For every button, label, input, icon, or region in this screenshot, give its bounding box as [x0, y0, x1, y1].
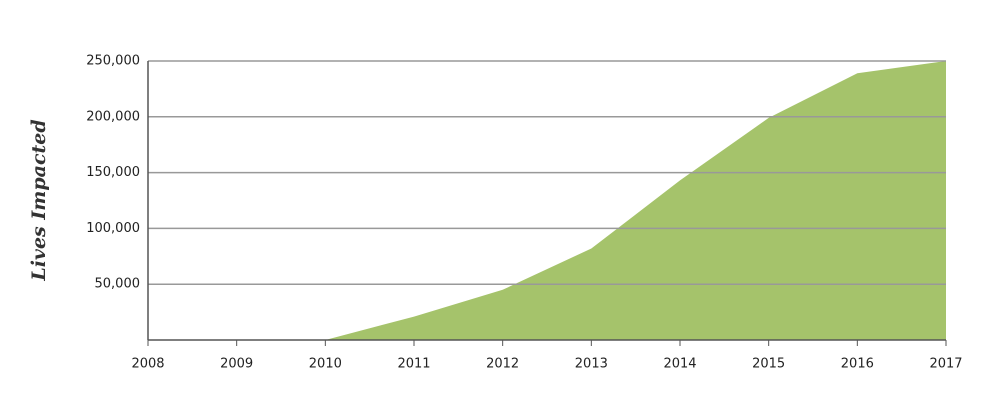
x-tick-label: 2008	[131, 357, 164, 372]
x-tick-label: 2014	[663, 357, 696, 372]
x-tick-label: 2015	[752, 357, 785, 372]
x-tick-label: 2013	[575, 357, 608, 372]
y-tick-label: 50,000	[95, 277, 141, 292]
x-tick-label: 2016	[841, 357, 874, 372]
y-axis-label: Lives Impacted	[28, 119, 50, 281]
y-tick-label: 250,000	[86, 54, 140, 69]
area	[325, 61, 946, 340]
x-tick-label: 2012	[486, 357, 519, 372]
x-tick-label: 2009	[220, 357, 253, 372]
x-tick-label: 2011	[397, 357, 430, 372]
y-tick-label: 100,000	[86, 221, 140, 236]
y-tick-label: 150,000	[86, 165, 140, 180]
y-tick-label: 200,000	[86, 109, 140, 124]
x-tick-label: 2010	[309, 357, 342, 372]
x-tick-label: 2017	[929, 357, 962, 372]
